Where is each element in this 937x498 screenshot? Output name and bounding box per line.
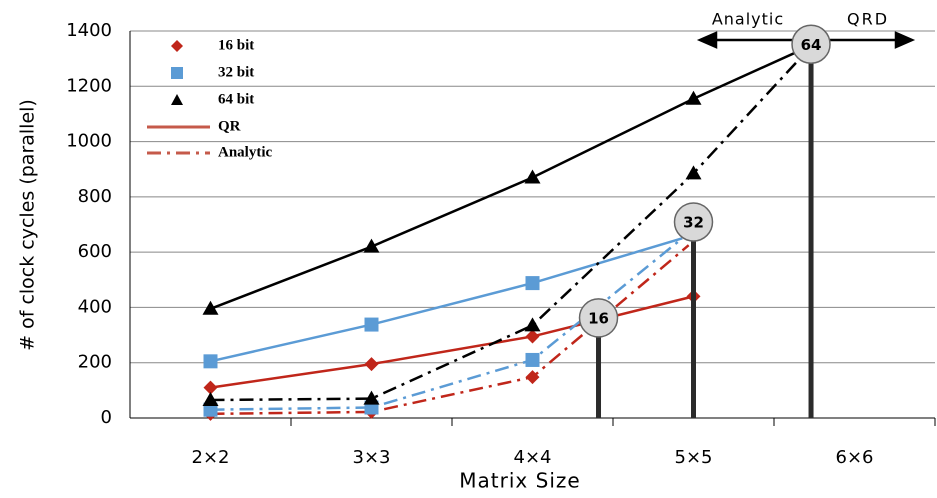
x-tick-label: 4×4 xyxy=(514,447,552,468)
marker xyxy=(363,238,380,253)
legend-item: 32 bit xyxy=(171,64,254,80)
y-axis-label: # of clock cycles (parallel) xyxy=(17,99,39,351)
series-line xyxy=(210,237,683,363)
y-tick-label: 600 xyxy=(78,241,112,262)
arrow-label: Analytic xyxy=(712,10,784,29)
crossover-label: 16 xyxy=(588,309,609,327)
crossover-marker xyxy=(578,298,619,338)
marker xyxy=(203,354,218,369)
crossover-marker xyxy=(673,202,714,242)
marker xyxy=(364,317,379,332)
legend-label: 16 bit xyxy=(218,37,254,53)
y-tick-label: 1400 xyxy=(66,20,112,41)
y-tick-label: 1000 xyxy=(66,131,112,152)
marker xyxy=(525,329,540,344)
series-line xyxy=(210,244,690,416)
marker xyxy=(202,300,219,315)
series-line xyxy=(210,43,814,310)
marker xyxy=(525,370,540,385)
crossover-label: 64 xyxy=(801,36,822,54)
crossover-label: 32 xyxy=(683,214,704,232)
y-tick-label: 400 xyxy=(78,296,112,317)
series-line xyxy=(210,43,814,402)
y-tick-label: 1200 xyxy=(66,75,112,96)
marker xyxy=(203,380,218,395)
marker xyxy=(524,317,541,332)
legend-item: QR xyxy=(147,118,241,134)
x-tick-label: 2×2 xyxy=(192,447,230,468)
marker xyxy=(685,165,702,180)
legend-item: Analytic xyxy=(147,144,273,160)
legend-label: Analytic xyxy=(218,144,273,160)
legend-item: 16 bit xyxy=(171,37,254,53)
legend-marker xyxy=(171,94,183,105)
marker xyxy=(685,90,702,105)
legend: 16 bit 32 bit 64 bit QR Analytic xyxy=(147,37,273,160)
x-axis-label: Matrix Size xyxy=(459,469,580,493)
marker xyxy=(525,276,540,291)
x-tick-label: 6×6 xyxy=(836,447,874,468)
x-tick-label: 5×5 xyxy=(675,447,713,468)
marker xyxy=(202,392,219,407)
y-tick-label: 200 xyxy=(78,352,112,373)
marker xyxy=(524,169,541,184)
legend-item: 64 bit xyxy=(171,91,254,107)
legend-marker xyxy=(171,40,183,52)
marker xyxy=(203,402,218,417)
crossover-marker xyxy=(791,24,831,65)
legend-label: QR xyxy=(218,118,241,134)
series-line xyxy=(210,237,684,411)
marker xyxy=(525,352,540,367)
legend-label: 32 bit xyxy=(218,64,254,80)
x-tick-label: 3×3 xyxy=(353,447,391,468)
series-line xyxy=(210,295,694,389)
y-tick-label: 800 xyxy=(78,186,112,207)
legend-label: 64 bit xyxy=(218,91,254,107)
y-tick-label: 0 xyxy=(101,407,112,428)
marker xyxy=(364,357,379,372)
arrow-label: QRD xyxy=(847,10,889,29)
legend-marker xyxy=(171,67,183,79)
marker xyxy=(363,390,380,405)
